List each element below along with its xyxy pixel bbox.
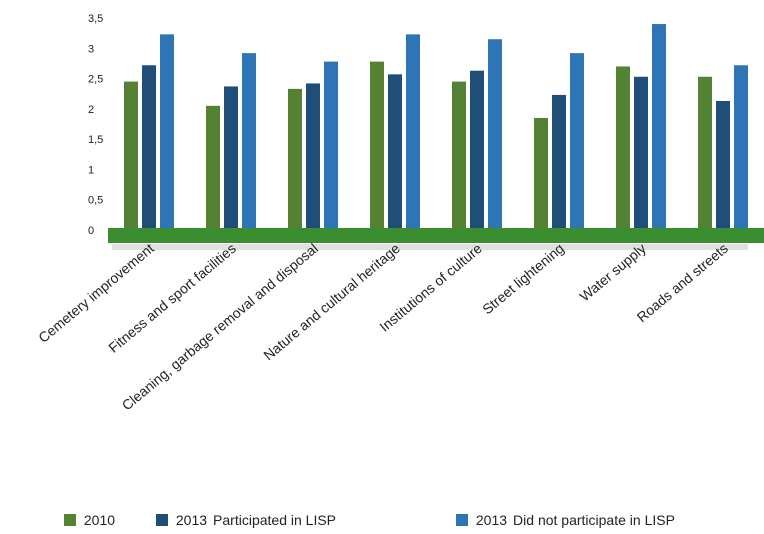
bar xyxy=(716,100,730,231)
legend-swatch-2013-participated xyxy=(156,514,168,526)
legend-item-2010: 2010 xyxy=(64,512,115,528)
x-category-label: Nature and cultural heritage xyxy=(260,240,403,363)
bar xyxy=(488,39,502,231)
legend-year: 2013 xyxy=(175,512,208,528)
bar xyxy=(324,61,338,231)
baseline-shadow xyxy=(112,244,748,250)
bar xyxy=(698,76,712,230)
bar xyxy=(370,61,384,231)
bar xyxy=(470,70,484,230)
y-tick-label: 0,5 xyxy=(88,195,103,207)
x-axis-baseline xyxy=(108,228,764,243)
bars xyxy=(124,24,748,231)
bar xyxy=(288,88,302,231)
legend-desc: Did not participate in LISP xyxy=(513,512,675,528)
x-category-label: Street lightening xyxy=(479,240,567,317)
bar xyxy=(652,24,666,230)
baseline-group xyxy=(108,228,764,250)
bar xyxy=(306,83,320,230)
y-tick-label: 2 xyxy=(88,104,94,116)
bar xyxy=(224,86,238,231)
bar xyxy=(242,53,256,231)
bar xyxy=(452,81,466,230)
y-tick-label: 3 xyxy=(88,43,94,55)
bar xyxy=(388,74,402,231)
bar xyxy=(552,94,566,230)
y-axis: 0 0,5 1 1,5 2 2,5 3 3,5 xyxy=(88,13,103,237)
legend-year: 2013 xyxy=(475,512,508,528)
legend-item-2013-not-participated: 2013 Did not participate in LISP xyxy=(456,512,675,528)
y-tick-label: 1 xyxy=(88,164,94,176)
bar xyxy=(142,65,156,230)
legend: 2010 2013 Participated in LISP 2013 Did no… xyxy=(64,512,764,532)
bar-chart-plot: 0 0,5 1 1,5 2 2,5 3 3,5 Cemetery improvementFit… xyxy=(35,13,764,413)
bar xyxy=(570,53,584,231)
bar xyxy=(534,117,548,230)
legend-desc: Participated in LISP xyxy=(213,512,337,528)
bar xyxy=(616,66,630,230)
bar xyxy=(406,34,420,231)
y-tick-label: 1,5 xyxy=(88,134,103,146)
bar xyxy=(734,65,748,230)
y-tick-label: 3,5 xyxy=(88,13,103,25)
legend-year: 2010 xyxy=(83,512,116,528)
y-tick-label: 2,5 xyxy=(88,74,103,86)
bar xyxy=(206,105,220,230)
legend-item-2013-participated: 2013 Participated in LISP xyxy=(156,512,336,528)
legend-swatch-2010 xyxy=(64,514,76,526)
bar xyxy=(124,81,138,230)
bar xyxy=(634,76,648,230)
legend-swatch-2013-not-participated xyxy=(456,514,468,526)
y-tick-label: 0 xyxy=(88,225,94,237)
bar xyxy=(160,34,174,231)
